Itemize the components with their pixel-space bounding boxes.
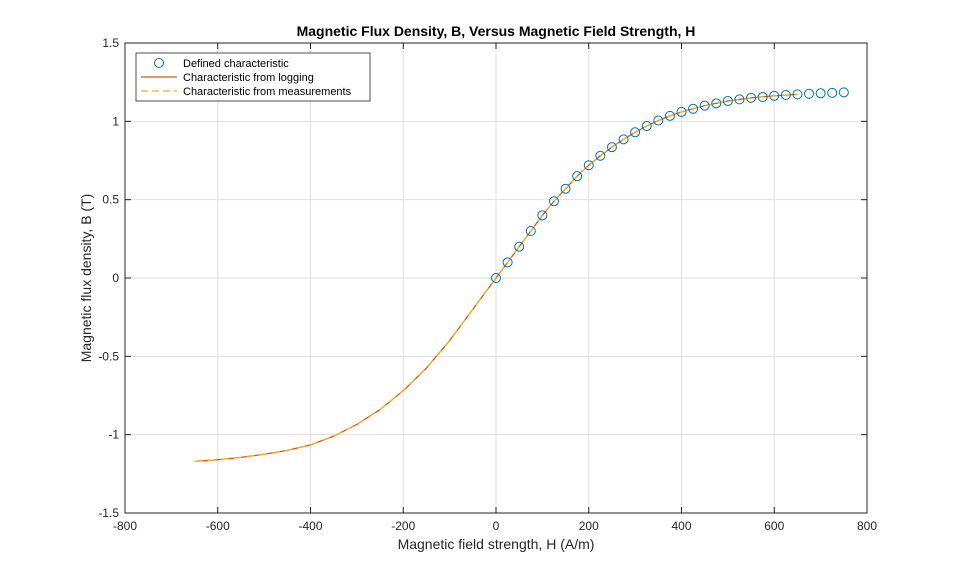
data-point-defined-characteristic xyxy=(537,210,548,221)
x-tick-label: -400 xyxy=(298,519,322,533)
data-point-defined-characteristic xyxy=(641,121,652,132)
x-tick-label: 600 xyxy=(764,519,784,533)
data-point-defined-characteristic xyxy=(525,226,536,236)
x-tick-label: 800 xyxy=(857,519,877,533)
data-point-defined-characteristic xyxy=(491,273,501,283)
series-layer xyxy=(194,87,849,462)
data-point-defined-characteristic xyxy=(699,100,710,111)
y-tick-label: 1.5 xyxy=(102,36,119,50)
y-tick-label: 0.5 xyxy=(102,193,119,207)
chart-title: Magnetic Flux Density, B, Versus Magneti… xyxy=(297,23,696,39)
data-point-defined-characteristic xyxy=(560,183,571,194)
data-point-defined-characteristic xyxy=(548,196,559,207)
y-tick-label: -1 xyxy=(108,428,119,442)
data-point-defined-characteristic xyxy=(769,90,780,101)
data-point-defined-characteristic xyxy=(676,106,687,117)
data-point-defined-characteristic xyxy=(653,115,664,126)
data-point-defined-characteristic xyxy=(734,94,745,105)
x-tick-label: 200 xyxy=(579,519,599,533)
y-axis-label: Magnetic flux density, B (T) xyxy=(78,194,94,363)
x-axis-label: Magnetic field strength, H (A/m) xyxy=(398,536,595,552)
data-point-defined-characteristic xyxy=(618,134,629,145)
data-point-defined-characteristic xyxy=(664,110,675,121)
data-point-defined-characteristic xyxy=(815,88,826,99)
x-tick-label: -600 xyxy=(206,519,230,533)
y-tick-labels: -1.5 -1 -0.5 0 0.5 1 1.5 xyxy=(98,36,119,520)
x-tick-labels: -800 -600 -400 -200 0 200 400 600 800 xyxy=(113,519,877,533)
data-point-defined-characteristic xyxy=(804,88,815,99)
data-point-defined-characteristic xyxy=(711,98,722,109)
legend: Defined characteristic Characteristic fr… xyxy=(135,52,371,102)
data-point-defined-characteristic xyxy=(722,95,733,106)
legend-label-measurements: Characteristic from measurements xyxy=(183,86,352,98)
data-point-defined-characteristic xyxy=(514,241,525,252)
y-tick-label: 1 xyxy=(112,114,119,128)
data-point-defined-characteristic xyxy=(780,90,791,101)
data-point-defined-characteristic xyxy=(606,142,617,153)
x-tick-label: 0 xyxy=(493,519,500,533)
data-point-defined-characteristic xyxy=(572,171,583,182)
y-tick-label: 0 xyxy=(112,271,119,285)
series-line-measurements xyxy=(194,93,798,462)
data-point-defined-characteristic xyxy=(630,127,641,138)
data-point-defined-characteristic xyxy=(502,257,513,268)
legend-swatch-defined xyxy=(154,58,164,68)
data-point-defined-characteristic xyxy=(595,150,606,161)
axis-ticks xyxy=(124,42,868,514)
y-tick-label: -0.5 xyxy=(98,349,119,363)
legend-label-logging: Characteristic from logging xyxy=(183,72,314,84)
data-point-defined-characteristic xyxy=(583,160,594,171)
data-point-defined-characteristic xyxy=(792,89,803,100)
data-point-defined-characteristic xyxy=(827,87,838,98)
data-point-defined-characteristic xyxy=(688,103,699,114)
x-tick-label: -800 xyxy=(113,519,137,533)
x-tick-label: -200 xyxy=(391,519,415,533)
data-point-defined-characteristic xyxy=(746,92,757,103)
x-tick-label: 400 xyxy=(671,519,691,533)
data-point-defined-characteristic xyxy=(757,92,768,103)
y-tick-label: -1.5 xyxy=(98,506,119,520)
data-point-defined-characteristic xyxy=(838,87,849,98)
legend-label-defined: Defined characteristic xyxy=(183,58,289,70)
